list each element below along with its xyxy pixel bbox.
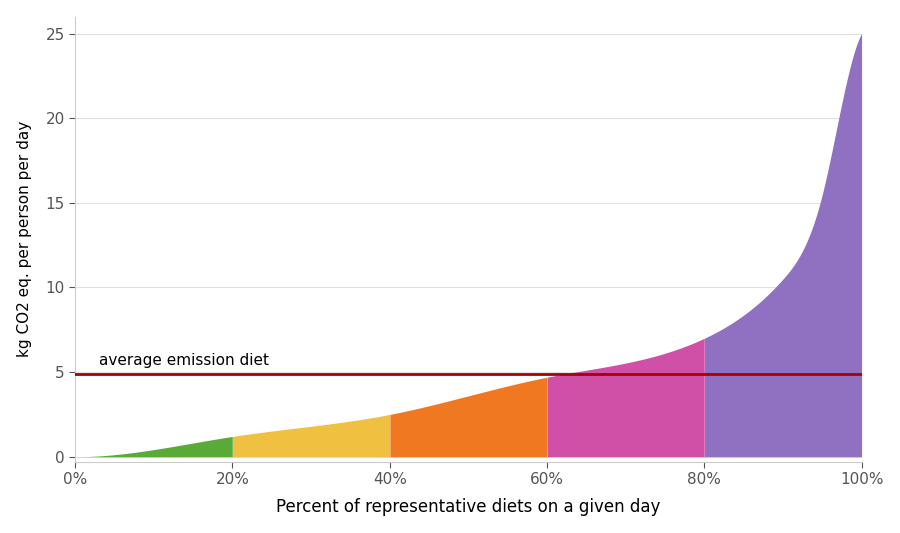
X-axis label: Percent of representative diets on a given day: Percent of representative diets on a giv… (276, 498, 661, 516)
Y-axis label: kg CO2 eq. per person per day: kg CO2 eq. per person per day (17, 121, 32, 357)
Text: average emission diet: average emission diet (99, 353, 269, 368)
